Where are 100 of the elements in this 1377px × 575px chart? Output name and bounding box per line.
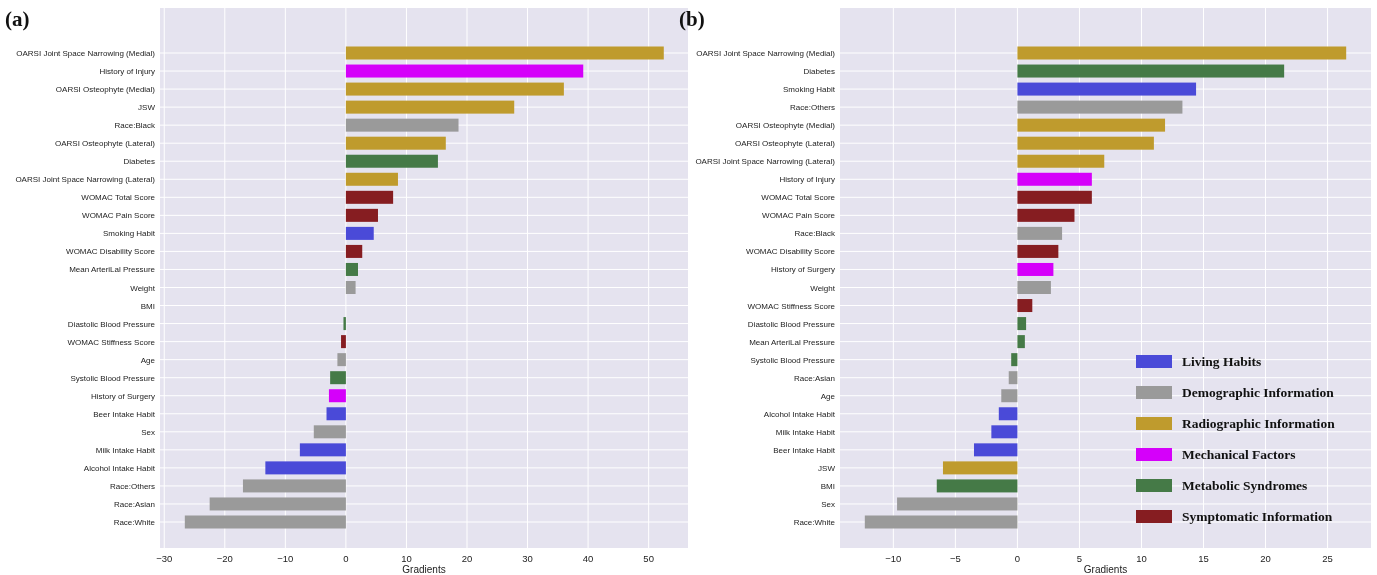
y-tick-label: Weight	[810, 283, 836, 293]
x-tick-label: 25	[1322, 553, 1333, 564]
y-tick-label: Race:Black	[114, 121, 156, 131]
bar	[936, 479, 1018, 493]
bar	[1017, 317, 1027, 331]
legend-label: Demographic Information	[1182, 385, 1335, 400]
x-tick-label: −5	[949, 553, 961, 564]
bar	[345, 100, 515, 114]
y-tick-label: Beer Intake Habit	[773, 445, 836, 455]
y-tick-label: Beer Intake Habit	[93, 409, 156, 419]
bar	[330, 371, 346, 385]
y-tick-label: BMI	[140, 301, 155, 311]
y-tick-label: Milk Intake Habit	[95, 445, 156, 455]
y-tick-label: Systolic Blood Pressure	[750, 355, 836, 365]
y-tick-label: Race:Others	[790, 103, 835, 113]
x-tick-label: 50	[643, 553, 654, 564]
y-tick-label: Race:White	[793, 518, 836, 527]
y-tick-label: OARSI Joint Space Narrowing (Medial)	[16, 49, 156, 58]
bar	[345, 136, 446, 150]
y-tick-label: Alcohol Intake Habit	[83, 463, 156, 473]
legend-label: Mechanical Factors	[1182, 447, 1296, 462]
bar	[1017, 335, 1025, 349]
y-tick-label: History of Surgery	[770, 265, 835, 275]
y-tick-label: History of Surgery	[90, 391, 155, 401]
legend-label: Radiographic Information	[1182, 416, 1336, 431]
y-tick-label: Race:Asian	[114, 499, 155, 509]
x-tick-label: −20	[216, 553, 233, 564]
bar	[345, 262, 358, 276]
y-tick-label: WOMAC Total Score	[81, 193, 156, 203]
bar	[942, 461, 1018, 475]
bar	[299, 443, 346, 457]
x-tick-label: 0	[1014, 553, 1021, 564]
bar	[326, 407, 346, 421]
bar	[1017, 244, 1059, 258]
y-tick-label: Age	[140, 355, 156, 365]
bar	[345, 46, 664, 60]
bar	[341, 335, 346, 349]
bar	[345, 64, 584, 78]
bar	[242, 479, 346, 493]
bar	[345, 244, 363, 258]
y-tick-label: Mean ArteriLal Pressure	[69, 265, 156, 275]
bar	[1017, 136, 1154, 150]
bar	[1017, 64, 1285, 78]
bar	[1017, 281, 1051, 294]
bar	[1017, 190, 1092, 204]
x-tick-label: 20	[1260, 553, 1271, 564]
bar	[345, 226, 374, 240]
bar	[1017, 100, 1183, 114]
bar	[1008, 371, 1018, 385]
x-tick-label: 0	[343, 553, 349, 564]
x-axis-title: Gradients	[402, 564, 446, 575]
bar	[343, 317, 346, 331]
bar	[1017, 82, 1197, 96]
chart-title: (b)	[679, 7, 705, 31]
y-tick-label: WOMAC Stiffness Score	[67, 337, 156, 347]
y-tick-label: OARSI Osteophyte (Medial)	[55, 85, 156, 95]
y-tick-label: WOMAC Disability Score	[746, 247, 836, 257]
x-tick-label: 10	[401, 553, 412, 564]
bar	[184, 515, 346, 529]
x-tick-label: 40	[582, 553, 594, 564]
y-tick-label: OARSI Osteophyte (Medial)	[735, 121, 836, 131]
bar	[1017, 208, 1075, 222]
bar	[1017, 46, 1347, 60]
bar	[345, 208, 378, 222]
bar	[1011, 353, 1018, 367]
bar	[345, 172, 398, 186]
y-tick-label: OARSI Osteophyte (Lateral)	[54, 139, 156, 149]
bar	[345, 118, 459, 132]
y-tick-label: History of Injury	[779, 175, 835, 185]
bar	[864, 515, 1018, 529]
y-tick-label: OARSI Joint Space Narrowing (Medial)	[696, 49, 836, 58]
bar	[345, 190, 394, 204]
bar	[345, 154, 438, 168]
y-tick-label: Diastolic Blood Pressure	[747, 319, 836, 329]
bar	[973, 443, 1018, 457]
bar	[1017, 299, 1033, 313]
bar	[345, 281, 356, 294]
y-tick-label: JSW	[818, 463, 836, 473]
y-tick-label: WOMAC Pain Score	[82, 211, 156, 221]
y-tick-label: BMI	[820, 481, 835, 491]
y-tick-label: Sex	[141, 427, 155, 437]
y-tick-label: Race:White	[113, 518, 156, 527]
bar	[337, 353, 346, 367]
bar	[1017, 118, 1166, 132]
y-tick-label: Alcohol Intake Habit	[763, 409, 836, 419]
x-tick-label: 20	[461, 553, 473, 564]
y-tick-label: Race:Black	[794, 229, 836, 239]
x-tick-label: −10	[277, 553, 294, 564]
y-tick-label: Milk Intake Habit	[775, 427, 836, 437]
chart-title: (a)	[5, 7, 30, 31]
bar	[328, 389, 346, 403]
bar	[1017, 262, 1054, 276]
bar	[1017, 226, 1063, 240]
y-tick-label: Smoking Habit	[102, 229, 156, 239]
x-tick-label: −10	[885, 553, 902, 564]
x-tick-label: −30	[156, 553, 173, 564]
bar	[1001, 389, 1018, 403]
y-tick-label: Race:Others	[110, 481, 155, 491]
x-tick-label: 30	[522, 553, 533, 564]
bar	[209, 497, 346, 511]
